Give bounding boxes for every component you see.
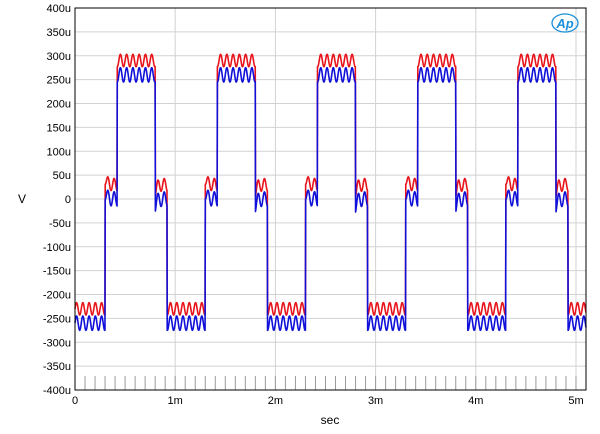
y-tick-label: 100u <box>47 146 71 158</box>
y-axis-title: V <box>18 192 26 206</box>
y-tick-label: 350u <box>47 27 71 39</box>
y-tick-label: -400u <box>43 385 71 397</box>
y-tick-label: 200u <box>47 99 71 111</box>
y-tick-label: 50u <box>53 170 71 182</box>
y-tick-label: -300u <box>43 337 71 349</box>
plot-frame <box>74 7 587 391</box>
x-tick-label: 2m <box>268 395 283 407</box>
ap-logo-text: Ap <box>555 16 573 31</box>
y-tick-label: 0 <box>65 194 71 206</box>
y-tick-label: 400u <box>47 3 71 15</box>
y-tick-label: -250u <box>43 313 71 325</box>
x-tick-label: 5m <box>568 395 583 407</box>
x-tick-labels: 0 1m 2m 3m 4m 5m <box>72 395 584 407</box>
y-tick-label: -50u <box>49 218 71 230</box>
x-tick-label: 0 <box>72 395 78 407</box>
y-tick-label: -200u <box>43 290 71 302</box>
x-tick-label: 1m <box>168 395 183 407</box>
y-tick-label: 300u <box>47 51 71 63</box>
y-tick-label: 150u <box>47 122 71 134</box>
y-tick-label: 250u <box>47 75 71 87</box>
y-tick-label: -350u <box>43 361 71 373</box>
minor-tick-marks <box>74 376 587 390</box>
y-tick-label: -100u <box>43 242 71 254</box>
x-axis-title: sec <box>321 413 340 427</box>
x-tick-label: 4m <box>468 395 483 407</box>
ap-logo-icon: Ap <box>551 13 579 33</box>
y-tick-labels: 400u 350u 300u 250u 200u 150u 100u 50u 0 -50u -100… <box>43 3 71 397</box>
series-1-line <box>74 66 587 332</box>
waveform-series <box>74 53 587 332</box>
y-tick-label: -150u <box>43 266 71 278</box>
x-tick-label: 3m <box>368 395 383 407</box>
series-0-line <box>74 53 587 316</box>
